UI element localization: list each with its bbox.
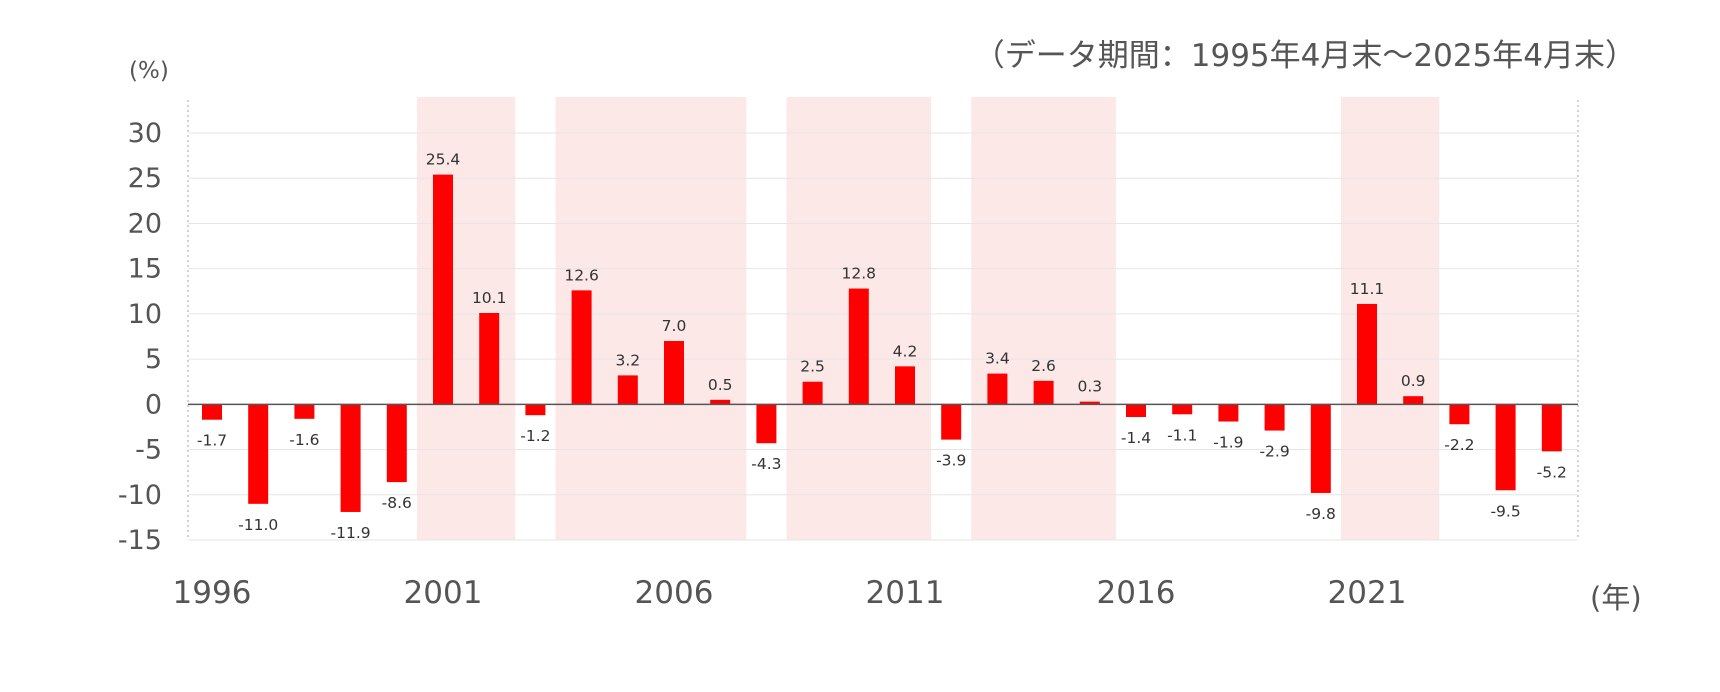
data-label: -2.9: [1259, 443, 1289, 461]
data-label: 12.6: [564, 266, 599, 284]
data-label: 25.4: [426, 151, 461, 169]
bar: [1172, 404, 1193, 415]
data-label: -9.8: [1306, 505, 1336, 523]
bar: [1264, 404, 1285, 431]
x-axis-unit-label: (年): [1590, 581, 1642, 615]
bar: [848, 288, 869, 405]
bar: [987, 373, 1008, 405]
x-tick-label: 2016: [1097, 575, 1176, 611]
data-label: -4.3: [751, 455, 781, 473]
x-tick-label: 2006: [635, 575, 714, 611]
data-label: 0.9: [1401, 372, 1426, 390]
data-period-note: （データ期間：1995年4月末～2025年4月末）: [973, 38, 1636, 74]
x-tick-label: 2001: [404, 575, 483, 611]
shaded-period: [1340, 97, 1440, 540]
data-label: -5.2: [1537, 463, 1567, 481]
data-label: -2.2: [1444, 436, 1474, 454]
data-label: -1.7: [197, 432, 227, 450]
x-tick-label: 2011: [866, 575, 945, 611]
x-tick-label: 1996: [173, 575, 252, 611]
bar: [340, 404, 361, 512]
x-tick-label: 2021: [1328, 575, 1407, 611]
y-tick-label: 20: [128, 208, 162, 239]
data-label: -11.9: [331, 524, 371, 542]
data-label: 3.4: [985, 350, 1010, 368]
y-axis-unit-label: (%): [129, 58, 169, 84]
bar: [756, 404, 777, 444]
y-tick-label: 5: [145, 344, 162, 375]
data-label: -11.0: [238, 516, 278, 534]
data-label: 7.0: [662, 317, 687, 335]
data-label: 0.5: [708, 376, 733, 394]
bar: [1495, 404, 1516, 491]
bar: [1079, 401, 1100, 405]
bar: [571, 290, 592, 405]
bar: [1310, 404, 1331, 493]
bar: [1218, 404, 1239, 422]
bar: [1357, 303, 1377, 405]
data-label: -1.1: [1167, 426, 1197, 444]
bar: [386, 404, 407, 483]
y-tick-label: -10: [118, 480, 162, 511]
y-tick-label: -15: [118, 525, 162, 556]
bar: [617, 375, 638, 405]
y-tick-label: 10: [128, 299, 162, 330]
bar: [895, 366, 915, 405]
bar: [1126, 404, 1146, 417]
data-label: -8.6: [382, 494, 412, 512]
y-tick-label: 25: [128, 163, 162, 194]
data-label: 3.2: [615, 351, 640, 369]
data-label: 12.8: [842, 265, 877, 283]
data-label: 2.6: [1031, 357, 1056, 375]
bar: [202, 404, 222, 420]
bar: [248, 404, 269, 504]
data-label: -9.5: [1490, 502, 1520, 520]
bar: [664, 341, 684, 405]
data-label: -1.2: [520, 427, 550, 445]
shaded-period: [971, 97, 1116, 540]
data-label: 2.5: [800, 358, 825, 376]
y-tick-label: 15: [128, 254, 162, 285]
y-tick-label: 0: [145, 389, 162, 420]
bar: [525, 404, 546, 416]
y-tick-label: 30: [128, 118, 162, 149]
bar: [1403, 396, 1424, 405]
y-tick-label: -5: [135, 435, 162, 466]
data-label: -1.9: [1213, 434, 1243, 452]
data-label: -1.6: [289, 431, 319, 449]
data-label: 10.1: [472, 289, 507, 307]
bar: [1033, 380, 1054, 405]
bar: [294, 404, 315, 419]
data-label: 4.2: [893, 342, 918, 360]
data-label: 0.3: [1077, 378, 1102, 396]
bar: [1541, 404, 1562, 452]
bar: [1449, 404, 1470, 425]
bar: [433, 174, 453, 405]
data-label: -3.9: [936, 452, 966, 470]
bar: [479, 312, 500, 405]
data-label: -1.4: [1121, 429, 1151, 447]
bar: [941, 404, 962, 440]
bar: [710, 399, 731, 405]
bar: [802, 381, 823, 405]
data-label: 11.1: [1350, 280, 1385, 298]
